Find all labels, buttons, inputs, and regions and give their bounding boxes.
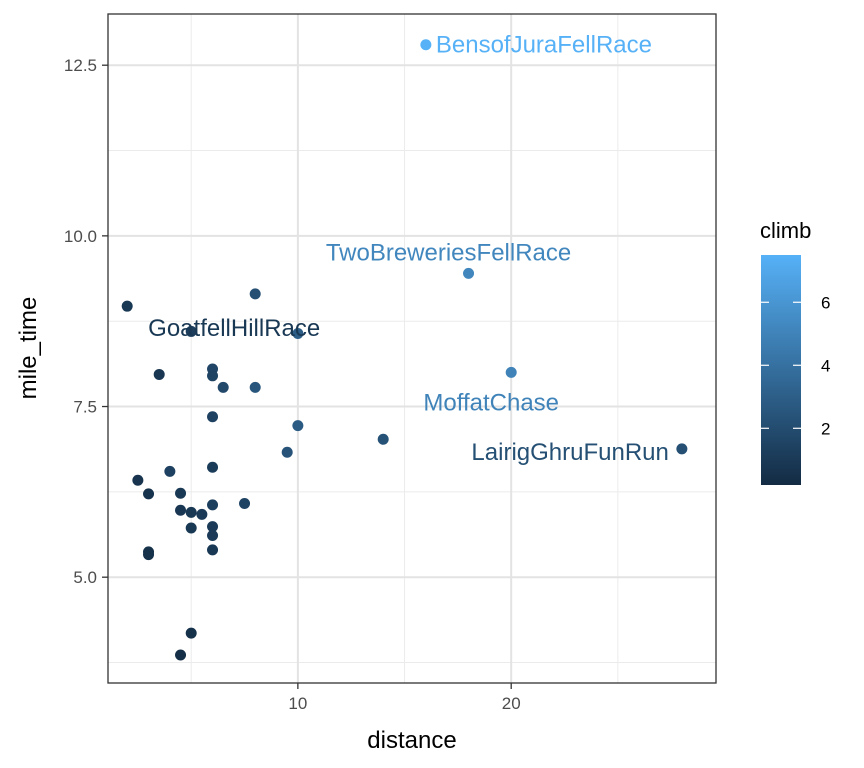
legend-tick-label: 6	[821, 293, 830, 312]
data-point	[153, 368, 165, 380]
data-point	[207, 461, 219, 473]
y-tick-label: 12.5	[64, 56, 97, 75]
panel-border	[107, 13, 717, 684]
y-axis-title: mile_time	[15, 297, 42, 400]
data-point	[377, 433, 389, 445]
data-point	[164, 465, 176, 477]
data-point	[207, 521, 219, 533]
data-point	[185, 506, 197, 518]
point-label: BensofJuraFellRace	[436, 32, 652, 59]
axes: 10 20 5.0 7.5 10.0 12.5	[64, 56, 521, 713]
color-legend: climb 2 4 6	[760, 218, 830, 485]
data-point	[292, 420, 304, 432]
point-label: GoatfellHillRace	[148, 315, 320, 342]
data-point	[143, 488, 155, 500]
legend-tick-label: 4	[821, 356, 830, 375]
x-tick-label: 10	[288, 694, 307, 713]
y-tick-label: 5.0	[73, 568, 97, 587]
data-point	[676, 443, 688, 455]
x-tick-label: 20	[502, 694, 521, 713]
data-point	[175, 504, 187, 516]
data-point	[207, 499, 219, 511]
data-point	[281, 446, 293, 458]
data-point	[217, 381, 229, 393]
data-point	[185, 627, 197, 639]
data-point	[175, 649, 187, 661]
x-axis-title: distance	[367, 727, 456, 754]
data-point	[207, 530, 219, 542]
legend-title: climb	[760, 218, 811, 243]
data-point	[420, 39, 432, 51]
data-point	[175, 487, 187, 499]
point-labels: BensofJuraFellRace TwoBreweriesFellRace Mo…	[148, 32, 669, 466]
data-point	[505, 366, 517, 378]
data-point	[249, 381, 261, 393]
legend-tick-label: 2	[821, 419, 830, 438]
y-tick-label: 10.0	[64, 227, 97, 246]
data-point	[143, 549, 155, 561]
data-point	[121, 300, 133, 312]
point-label: MoffatChase	[423, 389, 559, 416]
data-point	[207, 544, 219, 556]
data-point	[239, 497, 251, 509]
data-point	[292, 327, 304, 339]
point-label: LairigGhruFunRun	[471, 439, 668, 466]
panel-background	[108, 14, 716, 683]
data-point	[463, 267, 475, 279]
data-point	[249, 288, 261, 300]
grid-lines	[108, 14, 716, 683]
data-point	[132, 474, 144, 486]
data-point	[196, 508, 208, 520]
data-point	[185, 325, 197, 337]
data-point	[185, 522, 197, 534]
point-label: TwoBreweriesFellRace	[326, 239, 571, 266]
legend-colorbar	[761, 255, 801, 485]
data-point	[207, 370, 219, 382]
y-tick-label: 7.5	[73, 398, 97, 417]
data-point	[207, 411, 219, 423]
data-points	[121, 39, 688, 661]
